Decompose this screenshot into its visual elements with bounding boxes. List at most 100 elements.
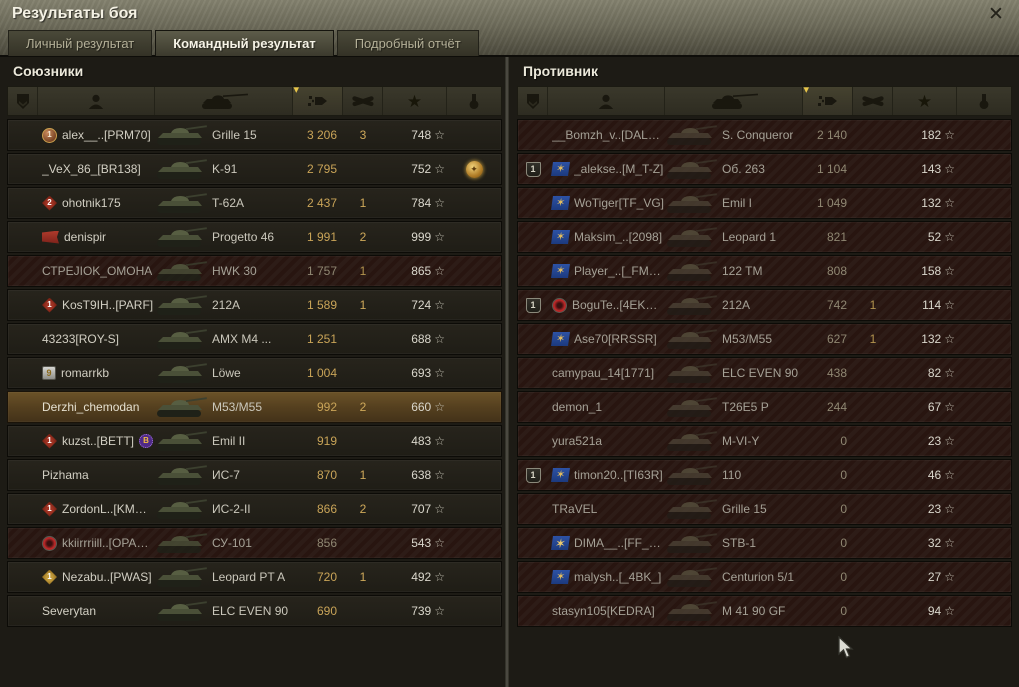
table-row[interactable]: denispir Progetto 46 1 991 2 999☆ ✦ xyxy=(7,221,502,253)
xp-star-icon: ☆ xyxy=(434,264,445,278)
table-row[interactable]: ✶ Maksim_..[2098] Leopard 1 821 52☆ ✦ xyxy=(517,221,1012,253)
col-medals[interactable] xyxy=(447,87,501,115)
table-row[interactable]: Pizhama ИС-7 870 1 638☆ ✦ xyxy=(7,459,502,491)
table-row[interactable]: 1 BoguTe..[4EKAN] 212A 742 1 114☆ ✦ xyxy=(517,289,1012,321)
frags-value: 2 xyxy=(359,230,367,244)
col-rank[interactable] xyxy=(518,87,548,115)
epic-medal-icon: ✦ xyxy=(465,160,483,178)
xp-star-icon: ☆ xyxy=(434,570,445,584)
vehicle-icon xyxy=(667,261,717,281)
table-row[interactable]: __Bomzh_v..[DALSN] S. Conqueror 2 140 18… xyxy=(517,119,1012,151)
tank-icon xyxy=(711,93,758,109)
tab-detailed-report[interactable]: Подробный отчёт xyxy=(336,30,479,56)
table-row[interactable]: 1 Nezabu..[PWAS] Leopard PT A 720 1 492 ☆… xyxy=(7,561,502,593)
clan-emblem: 1 xyxy=(42,501,57,517)
xp-star-icon: ☆ xyxy=(434,196,445,210)
xp-value: 483 xyxy=(411,434,432,448)
xp-value: 23 xyxy=(927,502,942,516)
table-row[interactable]: 1 ✶ timon20..[TI63R] 110 0 46☆ ✦ xyxy=(517,459,1012,491)
table-row[interactable]: ✶ DIMA__..[FF_FF] STB-1 0 32☆ ✦ xyxy=(517,527,1012,559)
table-row[interactable]: ✶ Ase70[RRSSR] M53/M55 627 1 132☆ ✦ xyxy=(517,323,1012,355)
xp-value: 182 xyxy=(921,128,942,142)
damage-value: 0 xyxy=(840,502,847,516)
player-name: __Bomzh_v..[DALSN] xyxy=(552,128,665,142)
xp-value: 739 xyxy=(411,604,432,618)
table-row[interactable]: ✶ malysh..[_4BK_] Centurion 5/1 0 27☆ ✦ xyxy=(517,561,1012,593)
clan-emblem: ✶ xyxy=(551,196,570,210)
table-row[interactable]: _VeX_86_[BR138] K-91 2 795 752 ☆ ✦ xyxy=(7,153,502,185)
col-vehicle[interactable] xyxy=(155,87,293,115)
col-damage[interactable]: ▾ xyxy=(293,85,343,115)
vehicle-icon xyxy=(667,329,717,349)
player-name: ohotnik175 xyxy=(62,196,121,210)
col-player[interactable] xyxy=(548,87,665,115)
table-row[interactable]: kkiirrriill..[OPABA] СУ-101 856 543☆ ✦ xyxy=(7,527,502,559)
player-name: Maksim_..[2098] xyxy=(574,230,663,244)
table-row[interactable]: 1 ✶ _alekse..[M_T-Z] Об. 263 1 104 143 ☆ … xyxy=(517,153,1012,185)
vehicle-icon xyxy=(157,533,207,553)
table-row[interactable]: 1 alex__..[PRM70] Grille 15 3 206 3 748 ☆… xyxy=(7,119,502,151)
table-row[interactable]: stasyn105[KEDRA] M 41 90 GF 0 94☆ ✦ xyxy=(517,595,1012,627)
player-name: malysh..[_4BK_] xyxy=(574,570,662,584)
table-row[interactable]: ✶ WoTiger[TF_VG] Emil I 1 049 132☆ ✦ xyxy=(517,187,1012,219)
vehicle-name: ELC EVEN 90 xyxy=(212,604,289,618)
vehicle-icon xyxy=(157,601,207,621)
col-frags[interactable] xyxy=(853,87,893,115)
col-rank[interactable] xyxy=(8,87,38,115)
table-row[interactable]: camypau_14[1771] ELC EVEN 90 438 82☆ ✦ xyxy=(517,357,1012,389)
frags-value: 2 xyxy=(359,502,367,516)
table-row[interactable]: 43233[ROY-S] AMX M4 ... 1 251 688☆ ✦ xyxy=(7,323,502,355)
vehicle-name: STB-1 xyxy=(722,536,757,550)
vehicle-icon xyxy=(157,227,207,247)
xp-star-icon: ☆ xyxy=(944,604,955,618)
tab-personal-result[interactable]: Личный результат xyxy=(8,30,153,56)
table-row[interactable]: 1 kuzst..[BETT] B Emil II 919 483☆ ✦ xyxy=(7,425,502,457)
clan-emblem: ✶ xyxy=(551,162,570,176)
xp-star-icon: ☆ xyxy=(434,298,445,312)
table-row[interactable]: demon_1 T26E5 P 244 67☆ ✦ xyxy=(517,391,1012,423)
vehicle-name: M53/M55 xyxy=(212,400,263,414)
vehicle-name: AMX M4 ... xyxy=(212,332,272,346)
star-icon: ★ xyxy=(406,91,423,111)
col-vehicle[interactable] xyxy=(665,87,803,115)
table-row[interactable]: yura521a M-VI-Y 0 23☆ ✦ xyxy=(517,425,1012,457)
col-player[interactable] xyxy=(38,87,155,115)
damage-value: 1 589 xyxy=(306,298,337,312)
vehicle-name: ИС-2-II xyxy=(212,502,251,516)
xp-star-icon: ☆ xyxy=(434,468,445,482)
table-row[interactable]: Severytan ELC EVEN 90 690 739☆ ✦ xyxy=(7,595,502,627)
col-frags[interactable] xyxy=(343,87,383,115)
close-icon: ✕ xyxy=(988,4,1004,25)
table-row[interactable]: 1 KosT9IH..[PARF] 212A 1 589 1 724☆ ✦ xyxy=(7,289,502,321)
xp-value: 52 xyxy=(927,230,942,244)
damage-value: 856 xyxy=(316,536,337,550)
xp-star-icon: ☆ xyxy=(434,162,445,176)
col-medals[interactable] xyxy=(957,87,1011,115)
tab-team-result[interactable]: Командный результат xyxy=(155,30,334,56)
damage-value: 2 437 xyxy=(306,196,337,210)
star-icon: ★ xyxy=(916,91,933,111)
xp-value: 46 xyxy=(927,468,942,482)
table-row[interactable]: 1 ZordonL..[KMGG] ИС-2-II 866 2 707☆ ✦ xyxy=(7,493,502,525)
vehicle-icon xyxy=(667,295,717,315)
vehicle-name: 122 TM xyxy=(722,264,763,278)
shield-icon xyxy=(526,93,539,109)
damage-value: 0 xyxy=(840,468,847,482)
medal-icon xyxy=(469,93,479,109)
damage-value: 0 xyxy=(840,604,847,618)
vehicle-icon xyxy=(667,465,717,485)
clan-emblem: 1 xyxy=(42,127,57,143)
player-name: Severytan xyxy=(42,604,97,618)
table-row[interactable]: СТРЕJIOK_OMOHA HWK 30 1 757 1 865☆ ✦ xyxy=(7,255,502,287)
col-experience[interactable]: ★ xyxy=(893,87,957,115)
col-experience[interactable]: ★ xyxy=(383,87,447,115)
table-row[interactable]: Derzhi_chemodan M53/M55 992 2 660☆ ✦ xyxy=(7,391,502,423)
table-row[interactable]: 9 romarrkb Löwe 1 004 693☆ ✦ xyxy=(7,357,502,389)
table-row[interactable]: TRaVEL Grille 15 0 23☆ ✦ xyxy=(517,493,1012,525)
col-damage[interactable]: ▾ xyxy=(803,85,853,115)
table-row[interactable]: 2 ohotnik175 T-62A 2 437 1 784☆ ✦ xyxy=(7,187,502,219)
xp-value: 724 xyxy=(411,298,432,312)
close-button[interactable]: ✕ xyxy=(985,4,1007,26)
table-row[interactable]: ✶ Player_..[_FMC_] 122 TM 808 158☆ ✦ xyxy=(517,255,1012,287)
xp-star-icon: ☆ xyxy=(944,570,955,584)
